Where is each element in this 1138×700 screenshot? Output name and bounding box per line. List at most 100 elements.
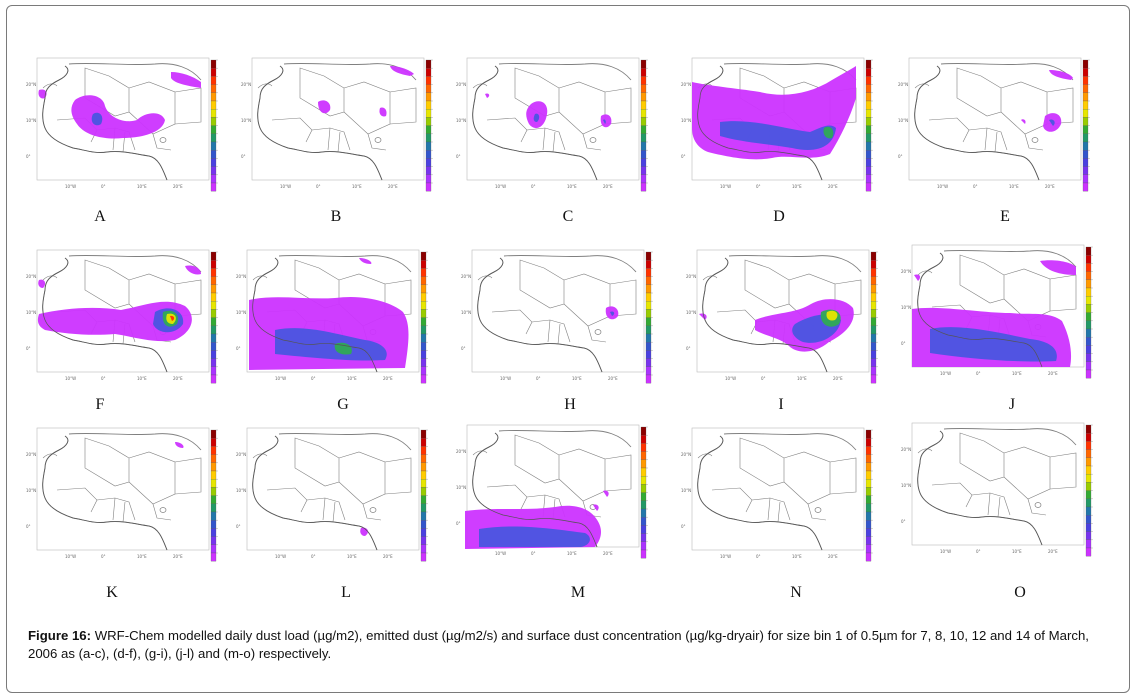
panel-label-a: A: [94, 208, 106, 225]
caption-text: WRF-Chem modelled daily dust load (µg/m2…: [28, 628, 1089, 661]
svg-text:20°E: 20°E: [608, 376, 618, 381]
svg-text:20°N: 20°N: [461, 274, 471, 279]
svg-text:20°N: 20°N: [681, 82, 691, 87]
svg-text:0°: 0°: [681, 154, 686, 159]
svg-text:10°E: 10°E: [352, 184, 362, 189]
caption-label: Figure 16:: [28, 628, 92, 643]
dust-map: 20°N 10°N 0° 10°W 0° 10°E 20°E: [686, 249, 878, 384]
svg-text:20°N: 20°N: [26, 452, 36, 457]
svg-text:20°E: 20°E: [1048, 371, 1058, 376]
dust-map: 20°N 10°N 0° 10°W 0° 10°E 20°E: [241, 57, 433, 192]
panel-label-o: O: [1014, 584, 1026, 601]
dust-map: 20°N 10°N 0° 10°W 0° 10°E 20°E: [461, 249, 653, 384]
svg-text:20°N: 20°N: [26, 274, 36, 279]
svg-text:0°: 0°: [761, 376, 766, 381]
svg-text:10°W: 10°W: [725, 376, 736, 381]
svg-text:10°N: 10°N: [236, 310, 246, 315]
svg-text:0°: 0°: [311, 376, 316, 381]
svg-text:0°: 0°: [976, 371, 981, 376]
panel-label-g: G: [337, 396, 349, 413]
figure-frame: [6, 5, 1130, 693]
svg-text:10°E: 10°E: [347, 376, 357, 381]
dust-map: 20°N 10°N 0° 10°W 0° 10°E 20°E: [236, 427, 428, 562]
svg-text:20°N: 20°N: [26, 82, 36, 87]
svg-text:0°: 0°: [756, 184, 761, 189]
svg-text:0°: 0°: [26, 524, 31, 529]
figure-caption: Figure 16: WRF-Chem modelled daily dust …: [28, 627, 1113, 663]
panel-label-m: M: [570, 584, 586, 601]
svg-text:0°: 0°: [686, 346, 691, 351]
svg-text:20°E: 20°E: [173, 376, 183, 381]
svg-text:10°W: 10°W: [937, 184, 948, 189]
svg-text:10°W: 10°W: [65, 184, 76, 189]
svg-text:10°W: 10°W: [500, 376, 511, 381]
dust-map: 20°N 10°N 0° 10°W 0° 10°E 20°E: [681, 57, 873, 192]
svg-text:0°: 0°: [456, 154, 461, 159]
svg-text:10°E: 10°E: [572, 376, 582, 381]
svg-text:10°E: 10°E: [567, 184, 577, 189]
svg-text:0°: 0°: [311, 554, 316, 559]
svg-text:10°W: 10°W: [275, 554, 286, 559]
panel-label-h: H: [564, 396, 576, 413]
panel-label-d: D: [773, 208, 785, 225]
dust-map: 20°N 10°N 0° 10°W 0° 10°E 20°E: [898, 57, 1090, 192]
svg-text:20°N: 20°N: [241, 82, 251, 87]
dust-map: 20°N 10°N 0° 10°W 0° 10°E 20°E: [901, 422, 1093, 557]
svg-text:10°E: 10°E: [1012, 371, 1022, 376]
dust-map: 20°N 10°N 0° 10°W 0° 10°E 20°E: [681, 427, 873, 562]
svg-text:0°: 0°: [531, 184, 536, 189]
svg-text:0°: 0°: [976, 549, 981, 554]
svg-text:20°N: 20°N: [686, 274, 696, 279]
panel-label-c: C: [562, 208, 574, 225]
svg-text:10°N: 10°N: [241, 118, 251, 123]
svg-text:20°E: 20°E: [833, 376, 843, 381]
svg-text:10°E: 10°E: [137, 554, 147, 559]
map-panel-e: 20°N 10°N 0° 10°W 0° 10°E 20°E: [897, 57, 1097, 208]
svg-text:20°E: 20°E: [603, 184, 613, 189]
svg-text:10°N: 10°N: [901, 305, 911, 310]
svg-text:10°E: 10°E: [137, 376, 147, 381]
svg-text:10°N: 10°N: [681, 488, 691, 493]
svg-text:10°N: 10°N: [461, 310, 471, 315]
map-panel-o: 20°N 10°N 0° 10°W 0° 10°E 20°E: [900, 422, 1100, 573]
map-panel-b: 20°N 10°N 0° 10°W 0° 10°E 20°E: [240, 57, 440, 208]
svg-text:20°E: 20°E: [383, 554, 393, 559]
svg-text:10°E: 10°E: [797, 376, 807, 381]
svg-text:0°: 0°: [101, 184, 106, 189]
svg-text:10°N: 10°N: [681, 118, 691, 123]
dust-map: 20°N 10°N 0° 10°W 0° 10°E 20°E: [26, 249, 218, 384]
svg-text:10°N: 10°N: [26, 488, 36, 493]
map-panel-c: 20°N 10°N 0° 10°W 0° 10°E 20°E: [455, 57, 655, 208]
svg-text:0°: 0°: [241, 154, 246, 159]
svg-text:20°E: 20°E: [828, 554, 838, 559]
svg-text:20°N: 20°N: [236, 274, 246, 279]
svg-text:10°N: 10°N: [26, 118, 36, 123]
svg-text:10°E: 10°E: [137, 184, 147, 189]
svg-text:10°W: 10°W: [495, 551, 506, 556]
svg-text:20°N: 20°N: [681, 452, 691, 457]
svg-text:0°: 0°: [531, 551, 536, 556]
svg-text:0°: 0°: [461, 346, 466, 351]
map-panel-d: 20°N 10°N 0° 10°W 0° 10°E 20°E: [680, 57, 880, 208]
svg-text:20°E: 20°E: [1048, 549, 1058, 554]
svg-text:10°W: 10°W: [940, 549, 951, 554]
svg-text:10°W: 10°W: [65, 554, 76, 559]
map-panel-j: 20°N 10°N 0° 10°W 0° 10°E 20°E: [900, 244, 1100, 395]
svg-text:20°E: 20°E: [173, 554, 183, 559]
svg-text:10°N: 10°N: [456, 118, 466, 123]
svg-text:0°: 0°: [681, 524, 686, 529]
map-panel-h: 20°N 10°N 0° 10°W 0° 10°E 20°E: [460, 249, 660, 400]
svg-text:0°: 0°: [236, 346, 241, 351]
svg-text:0°: 0°: [101, 554, 106, 559]
svg-text:20°N: 20°N: [456, 449, 466, 454]
dust-map: 20°N 10°N 0° 10°W 0° 10°E 20°E: [901, 244, 1093, 379]
panel-label-j: J: [1008, 396, 1016, 413]
svg-text:10°W: 10°W: [940, 371, 951, 376]
svg-text:10°W: 10°W: [65, 376, 76, 381]
svg-text:10°E: 10°E: [1012, 549, 1022, 554]
svg-text:20°E: 20°E: [383, 376, 393, 381]
svg-text:10°W: 10°W: [280, 184, 291, 189]
dust-map: 20°N 10°N 0° 10°W 0° 10°E 20°E: [26, 57, 218, 192]
svg-text:0°: 0°: [26, 346, 31, 351]
svg-text:10°W: 10°W: [720, 554, 731, 559]
